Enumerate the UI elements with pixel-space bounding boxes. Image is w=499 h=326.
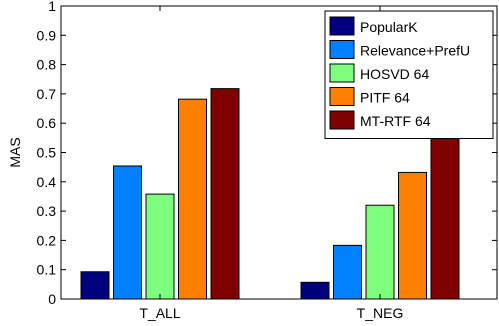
y-tick-label: 0.9 [37,27,57,43]
y-tick-label: 0 [48,291,56,307]
legend-swatch [329,16,355,36]
bars-group [80,88,460,300]
y-axis-label: MAS [7,137,23,167]
x-tick-label: T_ALL [139,305,180,321]
bar-t-all-populark [80,271,110,300]
y-tick-label: 0.7 [37,86,57,102]
legend-swatch [329,110,355,130]
legend-label: PITF 64 [360,90,410,106]
legend-swatch [329,87,355,106]
y-tick-label: 0.5 [37,145,57,161]
legend-swatch [329,63,355,83]
bar-t-neg-populark [300,281,330,300]
bar-t-all-pitf-64 [178,98,207,300]
x-tick-label: T_NEG [357,305,404,321]
bar-t-all-relevance-prefu [113,165,142,300]
y-tick-label: 0.8 [37,57,57,73]
y-tick-label: 0.6 [37,115,57,131]
bar-t-all-mt-rtf-64 [210,88,240,300]
legend-label: PopularK [360,19,418,35]
legend-label: Relevance+PrefU [360,43,470,59]
bar-t-all-hosvd-64 [145,193,175,300]
legend: PopularK Relevance+PrefU HOSVD 64 PITF 64 MT… [324,10,494,139]
y-tick-label: 0.2 [37,232,57,248]
bar-t-neg-relevance-prefu [333,244,362,300]
bar-t-neg-mt-rtf-64 [430,135,460,300]
bar-t-neg-hosvd-64 [365,204,395,300]
bar-t-neg-pitf-64 [398,171,427,300]
y-tick-label: 0.1 [37,262,57,278]
y-tick-label: 1 [48,0,56,14]
y-tick-label: 0.3 [37,203,57,219]
legend-label: HOSVD 64 [360,66,429,82]
legend-swatch [329,40,355,59]
y-tick-label: 0.4 [37,174,57,190]
axes-group: 0 0.1 0.2 0.3 0.4 0.5 0.6 0.7 0.8 0.9 1 T_ALL T_NEG [37,0,498,321]
legend-label: MT-RTF 64 [360,113,431,129]
